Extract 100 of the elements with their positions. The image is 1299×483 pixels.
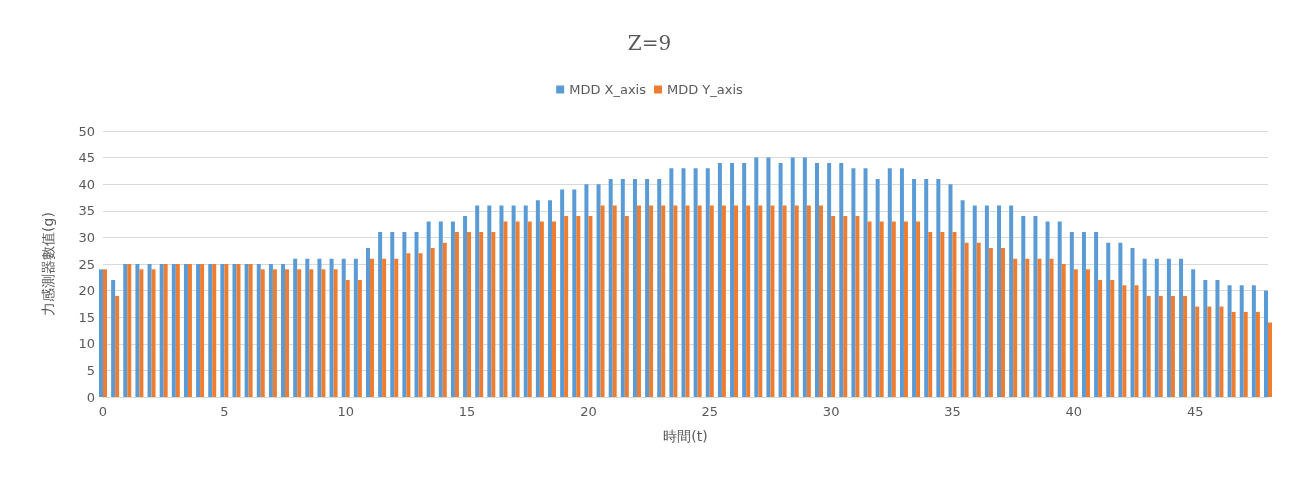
bar — [281, 264, 286, 397]
bar — [244, 264, 249, 397]
bar — [196, 264, 201, 397]
bar — [127, 264, 132, 397]
bar — [329, 258, 334, 397]
bar — [960, 200, 965, 397]
bar — [1239, 285, 1244, 397]
bar — [463, 216, 468, 397]
bar — [620, 178, 625, 397]
chart-title: Z=9 — [627, 31, 672, 55]
bar — [369, 258, 374, 397]
y-tick-label: 45 — [78, 150, 95, 166]
bar — [187, 264, 192, 397]
bar — [936, 178, 941, 397]
bar — [390, 232, 395, 397]
y-tick-label: 0 — [86, 389, 95, 405]
bar — [1255, 311, 1260, 397]
bar — [333, 269, 338, 397]
bar — [681, 168, 686, 397]
legend-label: MDD Y_axis — [666, 82, 744, 97]
bar — [1142, 258, 1147, 397]
bar — [584, 184, 589, 397]
bar — [183, 264, 188, 397]
bar — [1227, 285, 1232, 397]
bar — [1130, 248, 1135, 397]
bar — [758, 205, 763, 397]
bar — [175, 264, 180, 397]
y-tick-label: 35 — [78, 203, 95, 219]
bar — [782, 205, 787, 397]
bar — [988, 248, 993, 397]
bar — [754, 157, 759, 397]
bar — [1203, 279, 1208, 397]
bar — [734, 205, 739, 397]
bar — [341, 258, 346, 397]
bar — [1243, 311, 1248, 397]
bar — [661, 205, 666, 397]
bar — [928, 232, 933, 397]
bar — [839, 162, 844, 397]
x-tick-label: 15 — [458, 404, 476, 419]
bar — [657, 178, 662, 397]
bar — [103, 269, 107, 397]
bar — [353, 258, 358, 397]
y-tick-label: 30 — [78, 229, 95, 245]
bar — [1073, 269, 1078, 397]
bar — [317, 258, 322, 397]
bar — [200, 264, 205, 397]
bar — [899, 168, 904, 397]
x-tick-label: 25 — [701, 404, 719, 419]
x-tick-label: 30 — [822, 404, 840, 419]
bar — [564, 216, 569, 397]
bar — [1106, 242, 1111, 397]
bar — [997, 205, 1002, 397]
y-tick-label: 50 — [78, 123, 95, 139]
bar — [742, 162, 747, 397]
bar — [305, 258, 310, 397]
bar — [503, 221, 508, 397]
bar — [709, 205, 714, 397]
bar — [523, 205, 528, 397]
bar — [1025, 258, 1030, 397]
bar — [1081, 232, 1086, 397]
bar — [256, 264, 261, 397]
bar — [730, 162, 735, 397]
bar — [454, 232, 459, 397]
bar — [827, 162, 832, 397]
bar — [511, 205, 516, 397]
bar — [903, 221, 908, 397]
bar — [248, 264, 253, 397]
bar — [1134, 285, 1139, 397]
x-tick-label: 45 — [1186, 404, 1204, 419]
bar — [560, 189, 565, 397]
bar — [624, 216, 629, 397]
bar — [984, 205, 989, 397]
bar — [831, 216, 836, 397]
bar — [948, 184, 953, 397]
bar — [855, 216, 860, 397]
bar — [232, 264, 237, 397]
bar — [135, 264, 140, 397]
bar — [357, 279, 362, 397]
bar — [1146, 295, 1151, 397]
bar — [515, 221, 520, 397]
bar — [632, 178, 637, 397]
bar — [123, 264, 128, 397]
bar — [717, 162, 722, 397]
bar — [115, 295, 120, 397]
bar — [746, 205, 751, 397]
bar — [487, 205, 492, 397]
x-tick-label: 10 — [337, 404, 354, 419]
bar — [548, 200, 553, 397]
bar — [1045, 221, 1050, 397]
bar — [636, 205, 641, 397]
bar — [645, 178, 650, 397]
bar — [867, 221, 872, 397]
bar — [220, 264, 225, 397]
bar — [1268, 322, 1272, 397]
bar — [111, 279, 116, 397]
legend-label: MDD X_axis — [569, 82, 647, 97]
bar — [596, 184, 601, 397]
bar — [365, 248, 370, 397]
bar — [952, 232, 957, 397]
bar — [1057, 221, 1062, 397]
